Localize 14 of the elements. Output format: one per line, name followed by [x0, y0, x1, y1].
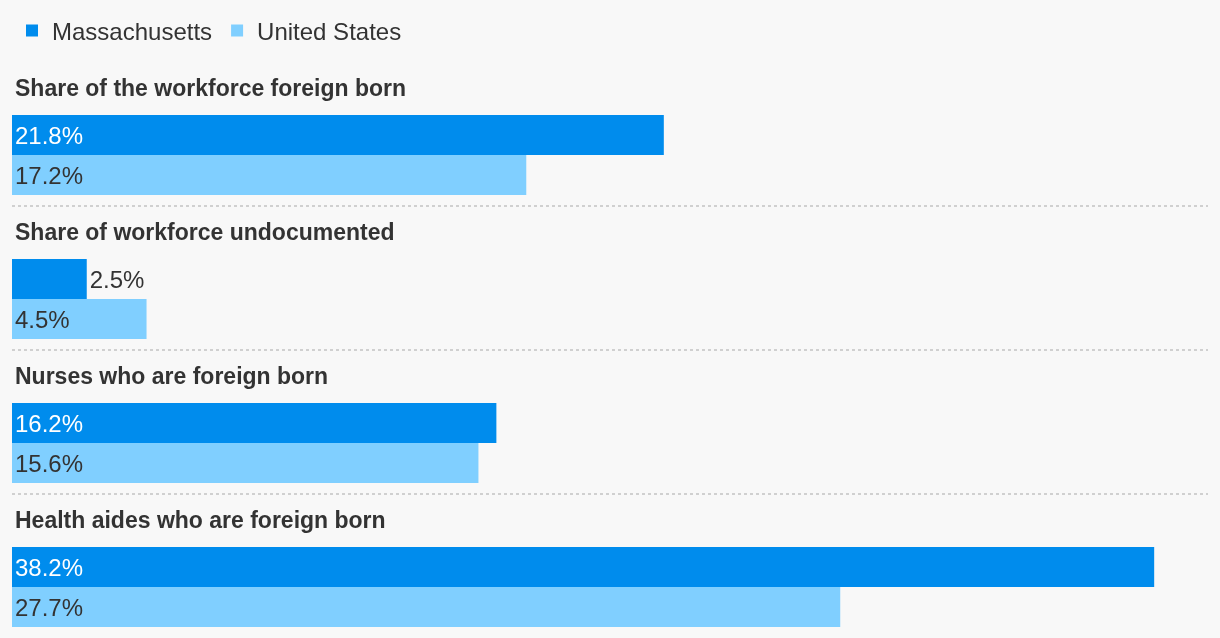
y-tick-label: Share of workforce undocumented — [15, 218, 395, 245]
legend-label: United States — [257, 17, 402, 45]
data-label: 15.6% — [15, 449, 84, 477]
data-label: 17.2% — [15, 161, 84, 189]
y-tick-label: Nurses who are foreign born — [15, 362, 329, 389]
data-label: 16.2% — [15, 409, 84, 437]
y-tick-label: Health aides who are foreign born — [15, 506, 386, 533]
data-label: 4.5% — [15, 305, 70, 333]
data-label: 21.8% — [15, 121, 84, 149]
data-label: 27.7% — [15, 593, 84, 621]
data-label: 2.5% — [89, 265, 145, 293]
y-tick-label: Share of the workforce foreign born — [15, 74, 407, 101]
data-label: 38.2% — [15, 553, 84, 581]
legend-label: Massachusetts — [52, 17, 213, 45]
